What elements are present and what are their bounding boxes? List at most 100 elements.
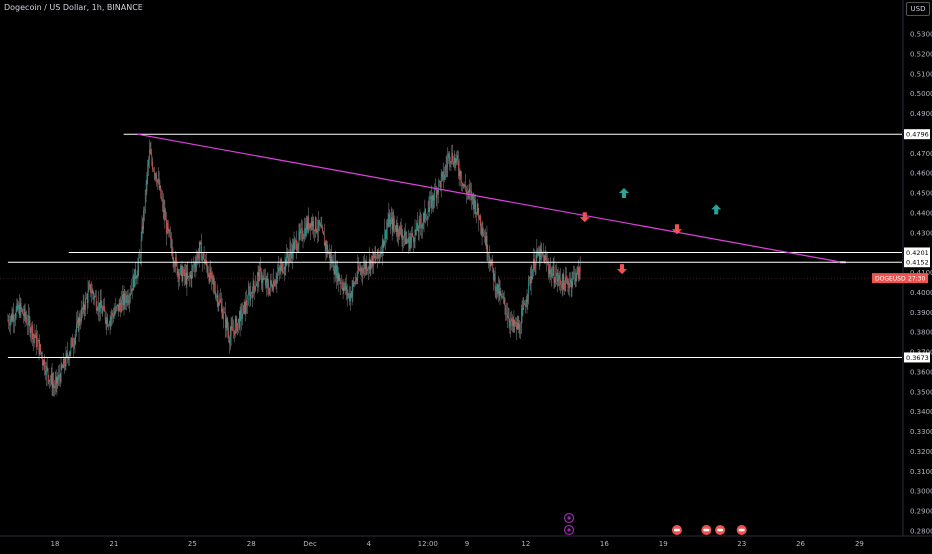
- candle-body: [75, 332, 77, 338]
- candle-body: [117, 304, 119, 312]
- candle-body: [487, 253, 489, 257]
- candle-body: [485, 236, 487, 245]
- candle-body: [317, 230, 319, 233]
- candle-body: [88, 286, 90, 291]
- candle-body: [188, 276, 189, 278]
- candle-body: [488, 256, 489, 258]
- candle-body: [440, 181, 441, 188]
- candle-body: [431, 196, 432, 208]
- candle-body: [116, 306, 117, 307]
- candle-body: [458, 160, 459, 171]
- level-price-tag: [904, 352, 930, 363]
- candle-body: [357, 266, 359, 278]
- candle-body: [104, 311, 106, 320]
- candle-body: [272, 288, 274, 290]
- candle-body: [58, 374, 59, 380]
- candle-body: [430, 196, 431, 200]
- candle-body: [114, 311, 116, 314]
- candle-body: [247, 304, 248, 306]
- candle-body: [256, 275, 258, 284]
- candle-body: [36, 340, 38, 347]
- candle-body: [73, 344, 75, 346]
- candle-body: [193, 263, 195, 267]
- candle-body: [181, 265, 183, 281]
- candle-body: [13, 314, 14, 322]
- candle-body: [499, 290, 501, 297]
- candle-body: [36, 333, 37, 347]
- candle-body: [517, 322, 519, 329]
- candle-body: [575, 277, 577, 282]
- candle-body: [309, 223, 310, 229]
- candle-body: [203, 253, 205, 264]
- candle-body: [37, 340, 39, 341]
- candle-body: [493, 268, 494, 281]
- candle-body: [386, 225, 388, 229]
- candle-body: [378, 255, 380, 257]
- candle-body: [511, 318, 513, 326]
- candle-body: [484, 236, 485, 238]
- candle-body: [180, 266, 181, 274]
- candle-body: [326, 245, 328, 250]
- candle-body: [265, 278, 267, 286]
- candle-body: [292, 244, 294, 253]
- candle-body: [144, 210, 145, 211]
- candle-body: [482, 232, 484, 234]
- candle-body: [59, 374, 60, 378]
- candle-body: [439, 181, 440, 182]
- candle-body: [312, 220, 314, 227]
- candle-body: [135, 278, 137, 279]
- candle-body: [274, 280, 275, 286]
- candle-body: [169, 230, 171, 236]
- candle-body: [443, 171, 444, 180]
- candle-body: [386, 228, 387, 239]
- currency-button[interactable]: USD: [906, 2, 930, 16]
- candle-body: [86, 297, 88, 303]
- candle-body: [220, 299, 221, 303]
- candle-body: [259, 267, 261, 282]
- candle-body: [509, 322, 511, 326]
- candle-body: [416, 222, 418, 231]
- candle-body: [578, 266, 579, 280]
- candle-body: [63, 358, 64, 368]
- candle-body: [445, 166, 447, 168]
- candle-body: [255, 286, 256, 291]
- candle-body: [184, 269, 185, 277]
- candle-body: [314, 229, 315, 232]
- candle-body: [7, 320, 9, 321]
- candle-body: [183, 269, 185, 274]
- candle-body: [346, 285, 347, 291]
- candle-body: [84, 309, 86, 311]
- candle-body: [207, 266, 208, 274]
- candle-body: [253, 281, 255, 287]
- candle-body: [273, 280, 274, 290]
- candle-body: [290, 249, 292, 253]
- candle-body: [162, 200, 164, 213]
- arrow-shape: [617, 264, 628, 275]
- candle-body: [507, 317, 509, 318]
- candle-body: [14, 319, 15, 322]
- candle-body: [337, 265, 338, 282]
- candle-body: [503, 298, 505, 300]
- candle-body: [563, 274, 565, 283]
- candle-body: [392, 218, 394, 230]
- candle-body: [195, 265, 197, 267]
- candle-body: [561, 284, 563, 289]
- candle-body: [250, 292, 252, 301]
- candle-body: [11, 314, 13, 321]
- candle-body: [178, 271, 180, 279]
- candle-body: [92, 290, 94, 295]
- candle-body: [343, 286, 345, 292]
- x-tick-label: 26: [796, 540, 805, 548]
- candle-body: [67, 352, 68, 357]
- candle-body: [318, 220, 319, 231]
- candle-body: [165, 219, 167, 221]
- candle-body: [399, 226, 401, 228]
- candle-body: [150, 153, 152, 155]
- candle-body: [10, 319, 11, 326]
